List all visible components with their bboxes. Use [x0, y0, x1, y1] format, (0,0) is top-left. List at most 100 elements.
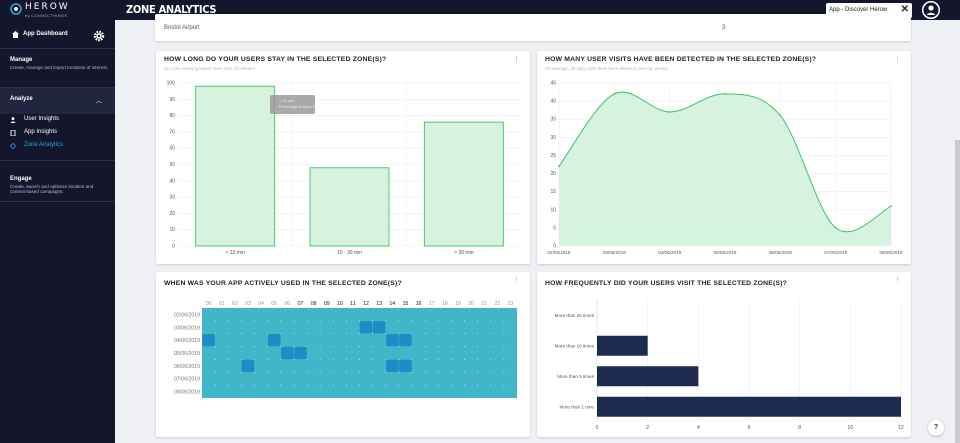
grid-dot [450, 384, 452, 386]
grid-dot [319, 371, 321, 373]
y-tick-label: More than 1 time [560, 404, 595, 409]
hour-label: 11 [350, 301, 356, 307]
grid-dot [214, 346, 216, 348]
y-tick-label: 40 [550, 99, 556, 105]
zone-name: Bristol Airport [164, 25, 200, 31]
more-options-icon[interactable]: ⋮ [513, 56, 520, 63]
grid-dot [411, 333, 413, 335]
sidebar-item-label: App Insights [24, 129, 58, 135]
hour-label: 16 [416, 301, 422, 307]
grid-dot [437, 371, 439, 373]
grid-dot [437, 358, 439, 360]
home-icon [12, 31, 19, 38]
grid-dot [254, 333, 255, 335]
hour-label: 17 [429, 301, 435, 307]
y-tick-label: More than 5 times [557, 374, 594, 379]
grid-dot [306, 384, 308, 386]
grid-dot [280, 320, 282, 322]
hour-label: 20 [468, 301, 474, 307]
brand-name: HEROW [25, 2, 70, 12]
grid-dot [385, 320, 387, 322]
sidebar: App Dashboard Manage Create, manage and … [0, 20, 115, 443]
x-tick-label: 8 [798, 425, 801, 431]
x-tick-label: 03/06/2019 [603, 250, 626, 255]
grid-dot [398, 358, 400, 360]
card-title: WHEN WAS YOUR APP ACTIVELY USED IN THE S… [164, 280, 402, 287]
engage-title[interactable]: Engage [10, 176, 32, 182]
grid-dot [424, 384, 426, 386]
gear-icon[interactable] [92, 29, 106, 43]
grid-dot [293, 371, 295, 373]
grid-dot [450, 346, 452, 348]
hour-label: 06 [284, 301, 290, 307]
grid-dot [503, 346, 505, 348]
grid-dot [411, 358, 413, 360]
grid-dot [319, 358, 321, 360]
more-options-icon[interactable]: ⋮ [894, 277, 901, 284]
day-label: 06/06/2019 [174, 364, 200, 370]
more-options-icon[interactable]: ⋮ [894, 56, 901, 63]
grid-dot [424, 346, 426, 348]
frequency-card: HOW FREQUENTLY DID YOUR USERS VISIT THE … [537, 272, 911, 437]
hour-label: 09 [324, 301, 330, 307]
y-tick-label: 100 [167, 81, 176, 87]
clear-app-icon[interactable]: ✕ [900, 4, 909, 15]
y-tick-label: 50 [169, 162, 175, 168]
card-title: HOW LONG DO YOUR USERS STAY IN THE SELEC… [164, 56, 387, 63]
manage-title[interactable]: Manage [10, 57, 33, 63]
grid-dot [450, 320, 452, 322]
y-tick-label: 25 [550, 153, 556, 159]
page-scrollbar[interactable] [955, 140, 960, 443]
grid-dot [385, 371, 387, 373]
grid-dot [464, 320, 465, 322]
grid-dot [424, 333, 426, 335]
grid-dot [214, 358, 216, 360]
grid-dot [240, 371, 242, 373]
grid-dot [490, 346, 492, 348]
y-tick-label: More than 10 times [555, 343, 595, 348]
grid-dot [398, 384, 400, 386]
grid-dot [372, 346, 374, 348]
account-avatar-icon[interactable] [922, 1, 940, 19]
data-point [890, 205, 892, 208]
more-options-icon[interactable]: ⋮ [513, 277, 520, 284]
hour-label: 13 [376, 301, 382, 307]
grid-dot [227, 320, 229, 322]
grid-dot [280, 371, 282, 373]
grid-dot [267, 358, 269, 360]
help-button[interactable]: ? [928, 420, 944, 436]
grid-dot [293, 333, 295, 335]
y-tick-label: 60 [169, 146, 175, 152]
page-title: ZONE ANALYTICS [126, 3, 217, 16]
y-tick-label: 35 [550, 117, 556, 123]
herow-logo[interactable]: HEROW by CONNECTHINGS [10, 2, 70, 18]
tooltip-value: Percentage of users: 98 [279, 105, 317, 109]
heatmap-cell-hot [294, 346, 307, 360]
grid-dot [490, 384, 492, 386]
analyze-section-toggle[interactable]: Analyze ︿ [0, 88, 115, 114]
grid-dot [411, 320, 413, 322]
app-dashboard-link[interactable]: App Dashboard [0, 24, 115, 46]
grid-dot [398, 371, 400, 373]
zone-table-row[interactable]: Bristol Airport 3 [155, 14, 911, 41]
grid-dot [240, 333, 242, 335]
visits-chart: 0 5 10 15 20 25 30 35 40 45 02/06/2019 03/06/2019 04… [548, 81, 903, 256]
grid-dot [345, 333, 347, 335]
engage-description: Create, launch and optimize location and… [10, 184, 94, 194]
hour-label: 19 [455, 301, 461, 307]
grid-dot [306, 358, 308, 360]
chevron-up-icon: ︿ [96, 99, 103, 105]
grid-dot [332, 371, 334, 373]
grid-dot [280, 346, 282, 348]
heatmap-cell-hot [372, 321, 386, 334]
x-tick-label: > 30 min [454, 250, 474, 256]
grid-dot [503, 384, 505, 386]
card-title: HOW FREQUENTLY DID YOUR USERS VISIT THE … [545, 280, 788, 287]
grid-dot [437, 333, 439, 335]
zone-value: 3 [722, 25, 726, 31]
heatmap-background [202, 308, 517, 398]
heatmap-cell-hot [267, 334, 281, 347]
grid-dot [293, 358, 295, 360]
hour-label: 23 [507, 301, 513, 307]
grid-dot [254, 358, 255, 360]
